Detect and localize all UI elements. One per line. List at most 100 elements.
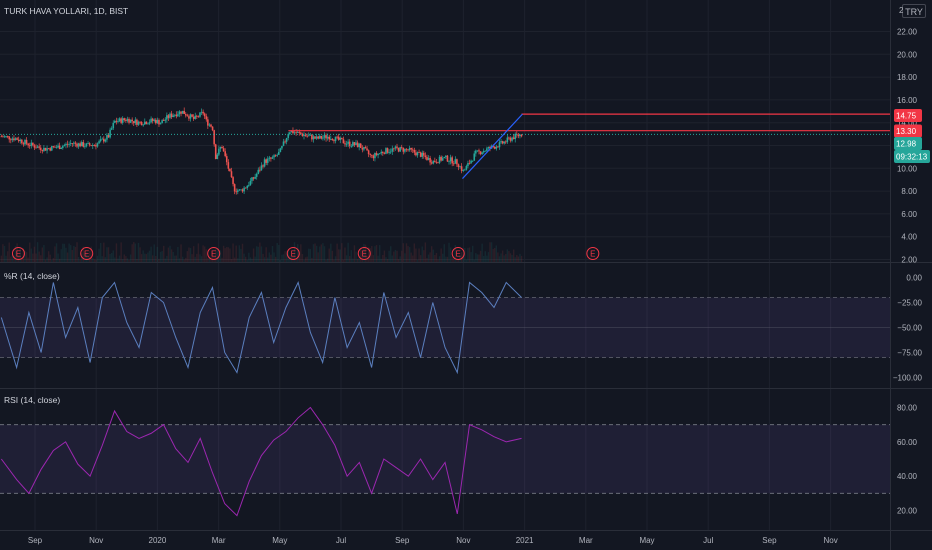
- volume-bar: [358, 257, 360, 262]
- volume-bar: [128, 259, 130, 262]
- candle-body: [370, 154, 373, 156]
- candle-body: [260, 165, 263, 171]
- candle-body: [441, 158, 444, 161]
- candle-body: [284, 141, 286, 143]
- volume-bar: [320, 244, 323, 262]
- candle-body: [5, 136, 7, 137]
- volume-bar: [229, 248, 231, 262]
- volume-bar: [405, 243, 408, 262]
- price-label-tag[interactable]: 09:32:13: [894, 150, 930, 163]
- volume-bar: [256, 246, 258, 262]
- volume-bar: [336, 243, 338, 262]
- candle-body: [243, 187, 245, 192]
- price-label-tag[interactable]: 13.30: [894, 124, 922, 138]
- currency-badge[interactable]: TRY: [902, 4, 926, 18]
- volume-bar: [349, 256, 351, 262]
- candle-body: [109, 129, 111, 138]
- candle-body: [35, 147, 37, 149]
- candle-body: [118, 118, 121, 122]
- candle-body: [356, 142, 359, 148]
- x-tick-label: Jul: [336, 536, 346, 545]
- volume-bar: [172, 251, 174, 262]
- volume-bar: [415, 248, 417, 262]
- candle-body: [263, 159, 266, 167]
- candle-body: [235, 191, 238, 193]
- earnings-marker[interactable]: E: [451, 247, 465, 260]
- volume-bar: [479, 250, 482, 262]
- candle-body: [246, 185, 249, 189]
- candle-body: [410, 147, 412, 150]
- candle-body: [293, 132, 296, 134]
- candle-body: [322, 137, 324, 139]
- volume-bar: [317, 252, 319, 262]
- candle-body: [58, 145, 61, 149]
- candle-body: [421, 152, 424, 157]
- candle-body: [240, 189, 242, 191]
- trendline[interactable]: [462, 113, 523, 179]
- volume-bar: [432, 249, 434, 262]
- candle-body: [248, 185, 250, 186]
- candle-body: [274, 155, 277, 157]
- candle-body: [325, 135, 327, 139]
- volume-bar: [484, 251, 486, 262]
- volume-bar: [323, 246, 326, 262]
- volume-bar: [520, 255, 523, 262]
- x-tick-label: Mar: [579, 536, 593, 545]
- earnings-marker[interactable]: E: [207, 247, 221, 260]
- earnings-marker[interactable]: E: [11, 247, 25, 260]
- volume-bar: [60, 249, 62, 262]
- candle-body: [95, 145, 97, 147]
- earnings-marker[interactable]: E: [586, 247, 600, 260]
- candle-body: [397, 147, 400, 152]
- volume-bar: [506, 249, 509, 262]
- volume-bar: [473, 259, 475, 262]
- volume-bar: [319, 246, 321, 262]
- candle-body: [244, 187, 247, 189]
- volume-bar: [296, 244, 299, 262]
- candle-body: [388, 152, 390, 153]
- volume-bar: [104, 257, 107, 262]
- earnings-marker[interactable]: E: [80, 247, 94, 260]
- volume-bar: [257, 246, 259, 262]
- candle-body: [352, 142, 354, 147]
- candle-body: [30, 142, 33, 146]
- volume-bar: [99, 242, 102, 262]
- volume-bar: [391, 255, 393, 262]
- candle-body: [311, 134, 313, 140]
- volume-bar: [32, 253, 34, 262]
- volume-bar: [259, 242, 261, 262]
- candle-body: [255, 173, 258, 177]
- earnings-marker[interactable]: E: [286, 247, 300, 260]
- volume-bar: [301, 254, 304, 262]
- candle-body: [173, 114, 176, 116]
- candle-body: [137, 121, 140, 125]
- volume-bar: [207, 257, 209, 262]
- volume-bar: [304, 257, 307, 262]
- volume-bar: [8, 242, 10, 262]
- candle-body: [262, 165, 264, 167]
- volume-bar: [350, 250, 352, 262]
- earnings-marker[interactable]: E: [357, 247, 371, 260]
- candle-body: [435, 161, 438, 163]
- volume-bar: [281, 254, 283, 262]
- volume-bar: [107, 247, 110, 262]
- candle-body: [383, 152, 386, 154]
- volume-bar: [483, 255, 485, 262]
- candle-body: [211, 126, 214, 131]
- volume-bar: [19, 248, 21, 262]
- volume-bar: [278, 245, 280, 262]
- candle-body: [504, 141, 507, 143]
- price-label-tag[interactable]: 14.75: [894, 109, 922, 122]
- candle-body: [38, 146, 40, 148]
- candle-body: [514, 133, 517, 140]
- volume-bar: [203, 246, 206, 262]
- price-label-tag[interactable]: 12.98: [894, 137, 922, 150]
- volume-bar: [334, 256, 337, 262]
- candle-body: [372, 155, 375, 159]
- candle-body: [52, 146, 55, 147]
- candle-body: [126, 118, 129, 121]
- candle-body: [413, 150, 416, 153]
- volume-bar: [404, 253, 406, 262]
- volume-bar: [495, 245, 498, 262]
